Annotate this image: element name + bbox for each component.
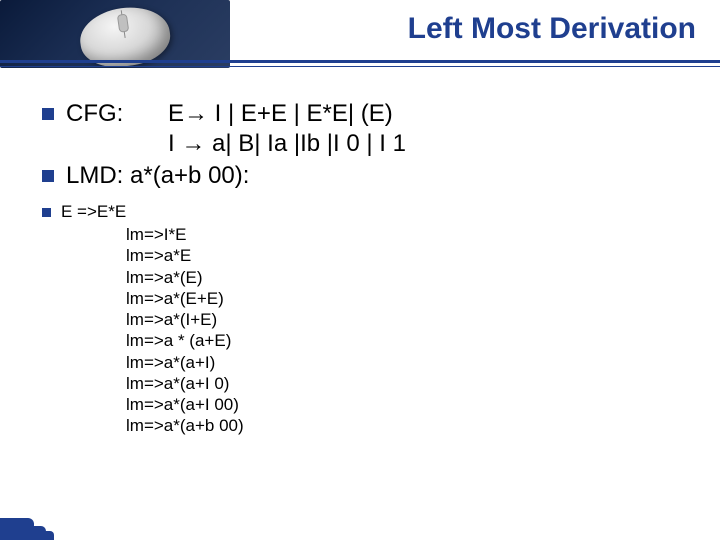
title-underline-thin xyxy=(0,66,720,67)
content-area: CFG: E→ I | E+E | E*E| (E) I → a| B| Ia … xyxy=(0,72,720,437)
derivation-step: lm=>a * (a+E) xyxy=(126,330,692,351)
derivation-head-row: E =>E*E xyxy=(42,192,692,222)
derivation-step: lm=>a*(a+I 00) xyxy=(126,394,692,415)
derivation-steps: lm=>I*E lm=>a*E lm=>a*(E) lm=>a*(E+E) lm… xyxy=(126,224,692,437)
header-graphic xyxy=(0,0,230,68)
cfg-rule-2: I → a| B| Ia |Ib |I 0 | I 1 xyxy=(168,130,692,158)
title-underline-thick xyxy=(0,60,720,63)
derivation-step: lm=>a*(a+b 00) xyxy=(126,415,692,436)
derivation-step: lm=>a*(a+I) xyxy=(126,352,692,373)
derivation-head: E =>E*E xyxy=(61,202,126,222)
footer-accent-shape xyxy=(0,508,58,540)
page-title: Left Most Derivation xyxy=(408,12,696,46)
cfg-row: CFG: E→ I | E+E | E*E| (E) xyxy=(42,100,692,128)
derivation-step: lm=>a*E xyxy=(126,245,692,266)
cfg-rule-1: E→ I | E+E | E*E| (E) xyxy=(168,100,393,128)
lmd-row: LMD: a*(a+b 00): xyxy=(42,162,692,190)
derivation-step: lm=>a*(I+E) xyxy=(126,309,692,330)
lmd-label: LMD: a*(a+b 00): xyxy=(66,162,249,190)
derivation-step: lm=>a*(a+I 0) xyxy=(126,373,692,394)
derivation-step: lm=>a*(E) xyxy=(126,267,692,288)
header: Left Most Derivation xyxy=(0,0,720,72)
bullet-icon xyxy=(42,208,51,217)
derivation-step: lm=>a*(E+E) xyxy=(126,288,692,309)
cfg-label: CFG: xyxy=(66,100,168,128)
derivation-step: lm=>I*E xyxy=(126,224,692,245)
bullet-icon xyxy=(42,108,54,120)
mouse-icon xyxy=(76,2,173,68)
bullet-icon xyxy=(42,170,54,182)
